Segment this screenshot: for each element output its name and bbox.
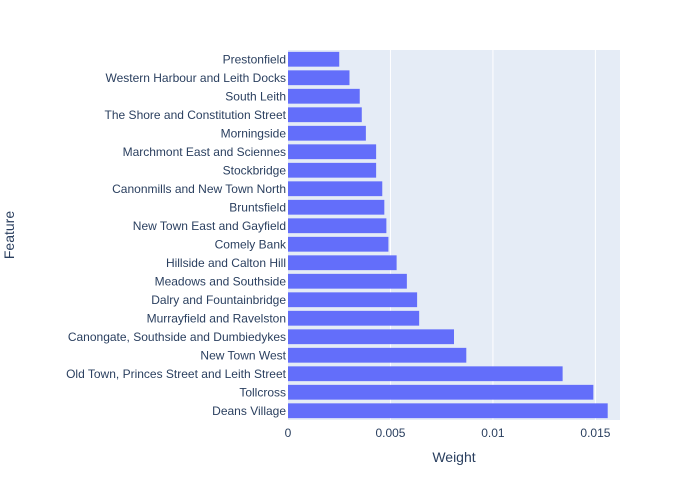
- bar: [288, 236, 389, 252]
- y-tick-label: Murrayfield and Ravelston: [147, 311, 286, 325]
- y-tick-label: Marchmont East and Sciennes: [123, 145, 286, 159]
- bar: [288, 181, 383, 197]
- bars: [288, 51, 608, 419]
- bar: [288, 292, 418, 308]
- y-axis-tick-labels: Prestonfield Western Harbour and Leith Do…: [66, 52, 287, 418]
- bar: [288, 347, 467, 363]
- y-tick-label: Comely Bank: [215, 237, 287, 251]
- y-tick-label: Hillside and Calton Hill: [166, 256, 286, 270]
- bar: [288, 403, 608, 419]
- y-tick-label: Canonmills and New Town North: [112, 182, 286, 196]
- y-tick-label: Canongate, Southside and Dumbiedykes: [68, 330, 286, 344]
- x-tick-label: 0: [285, 426, 292, 440]
- y-tick-label: Meadows and Southside: [155, 274, 287, 288]
- x-tick-label: 0.01: [481, 426, 505, 440]
- y-tick-label: Western Harbour and Leith Docks: [105, 71, 286, 85]
- y-tick-label: Bruntsfield: [229, 200, 286, 214]
- x-tick-label: 0.005: [375, 426, 405, 440]
- y-tick-label: Old Town, Princes Street and Leith Stree…: [66, 367, 287, 381]
- y-tick-label: New Town East and Gayfield: [133, 219, 286, 233]
- bar: [288, 199, 385, 215]
- bar: [288, 51, 340, 67]
- bar: [288, 70, 350, 86]
- bar: [288, 162, 377, 178]
- y-tick-label: Stockbridge: [223, 163, 287, 177]
- y-tick-label: South Leith: [225, 89, 286, 103]
- bar: [288, 273, 407, 289]
- bar: [288, 125, 366, 141]
- y-tick-label: New Town West: [200, 348, 286, 362]
- bar: [288, 310, 420, 326]
- bar: [288, 255, 397, 271]
- y-tick-label: Morningside: [221, 126, 287, 140]
- y-tick-label: Dalry and Fountainbridge: [151, 293, 286, 307]
- bar: [288, 384, 594, 400]
- bar: [288, 218, 387, 234]
- y-tick-label: Tollcross: [239, 385, 286, 399]
- x-axis-tick-labels: 0 0.005 0.01 0.015: [285, 426, 611, 440]
- y-tick-label: Prestonfield: [223, 52, 286, 66]
- bar: [288, 329, 454, 345]
- x-tick-label: 0.015: [580, 426, 610, 440]
- plot-area: [288, 50, 620, 420]
- bar: [288, 107, 362, 123]
- bar: [288, 144, 377, 160]
- y-tick-label: Deans Village: [212, 404, 286, 418]
- y-tick-label: The Shore and Constitution Street: [105, 108, 287, 122]
- bar: [288, 88, 360, 104]
- bar: [288, 366, 563, 382]
- y-axis-title: Feature: [1, 211, 17, 259]
- x-axis-title: Weight: [432, 449, 475, 465]
